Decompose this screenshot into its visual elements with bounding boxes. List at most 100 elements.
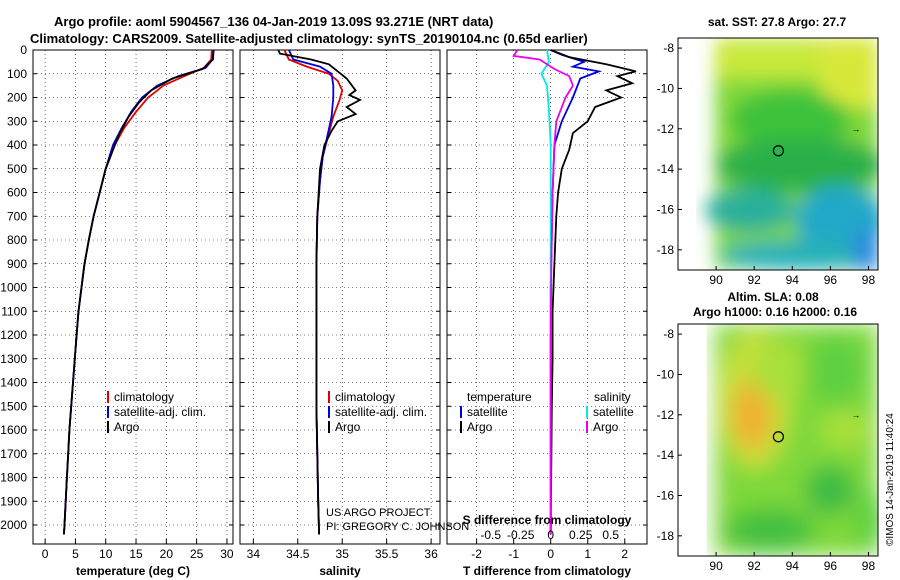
x-tick-label: 34 [247, 547, 261, 561]
depth-tick-label: 400 [7, 138, 27, 152]
arrow-marker: → [851, 124, 860, 134]
temperature-legend: climatology satellite-adj. clim. Argo [107, 390, 206, 434]
salinity-panel-frame [239, 49, 441, 545]
pi-credit: PI: GREGORY C. JOHNSON [326, 521, 469, 533]
series-line-climatology [63, 49, 213, 535]
depth-axis-labels: 0 100 200 300 400 500 600 700 800 900 1000 1100 1200… [0, 43, 27, 532]
legend-title-salinity: salinity [594, 390, 631, 404]
s-diff-tick-label: -0.25 [507, 528, 535, 542]
axis-ticks: 0 5 10 15 20 25 30 34 34.5 35 35.5 36 -2 -1 0 1 2 -0.5 -0.… [33, 49, 647, 561]
legend-label-t-argo: Argo [467, 420, 493, 434]
map-x-tick-label: 90 [709, 273, 723, 287]
depth-tick-label: 800 [7, 233, 27, 247]
depth-tick-label: 2000 [0, 518, 27, 532]
difference-series [512, 49, 637, 535]
legend-label-climatology: climatology [335, 390, 395, 404]
sla-map-ticks: 90 92 94 96 98 -8 -10 -12 -14 -16 -18 [657, 327, 876, 573]
depth-tick-label: 1800 [0, 471, 27, 485]
x-tick-label: 35.5 [375, 547, 399, 561]
float-marker [772, 431, 785, 443]
legend-label-t-satellite: satellite [467, 405, 508, 419]
map-y-tick-label: -18 [657, 243, 675, 257]
depth-tick-label: 1100 [1, 304, 27, 318]
x-tick-label: 25 [190, 547, 204, 561]
depth-tick-label: 1000 [0, 281, 27, 295]
s-diff-tick-label: 0 [547, 528, 554, 542]
series-line-climatology [283, 49, 344, 535]
depth-tick-label: 900 [7, 257, 27, 271]
depth-tick-label: 1600 [0, 423, 27, 437]
map-y-tick-label: -14 [657, 448, 675, 462]
sla-title-line-1: Altim. SLA: 0.08 [727, 290, 819, 304]
x-tick-label: 35 [336, 547, 350, 561]
sst-map-title: sat. SST: 27.8 Argo: 27.7 [708, 15, 847, 29]
sst-map-frame [677, 37, 879, 271]
map-x-tick-label: 98 [862, 273, 876, 287]
legend-label-s-satellite: satellite [593, 405, 634, 419]
imos-credit: ©IMOS 14-Jan-2019 11:40:24 [885, 413, 896, 546]
x-tick-label: 34.5 [286, 547, 310, 561]
depth-tick-label: 1300 [0, 352, 27, 366]
x-tick-label: 5 [72, 547, 79, 561]
header-line-2: Climatology: CARS2009. Satellite-adjuste… [30, 31, 588, 46]
depth-tick-label: 0 [20, 43, 27, 57]
s-diff-xlabel: S difference from climatology [463, 513, 632, 527]
temperature-series [63, 49, 215, 535]
depth-tick-label: 1400 [0, 376, 27, 390]
depth-tick-label: 700 [7, 209, 27, 223]
x-tick-label: 36 [424, 547, 438, 561]
difference-panel-frame [446, 49, 648, 545]
difference-gridlines [447, 49, 647, 544]
sst-map-ticks: 90 92 94 96 98 -8 -10 -12 -14 -16 -18 [657, 41, 876, 287]
map-x-tick-label: 94 [786, 559, 800, 573]
depth-tick-label: 600 [7, 186, 27, 200]
temperature-gridlines [33, 49, 233, 544]
project-credit: US ARGO PROJECT [326, 507, 431, 519]
map-x-tick-label: 96 [824, 559, 838, 573]
depth-tick-label: 100 [7, 67, 27, 81]
x-tick-label: 15 [129, 547, 143, 561]
float-marker [772, 145, 785, 157]
map-y-tick-label: -10 [657, 367, 675, 381]
series-line-t-satellite [549, 49, 603, 535]
depth-tick-label: 200 [7, 91, 27, 105]
x-tick-label: 2 [621, 547, 628, 561]
legend-label-climatology: climatology [114, 390, 174, 404]
series-line-argo [277, 49, 363, 535]
legend-label-argo: Argo [335, 420, 361, 434]
map-x-tick-label: 92 [748, 559, 762, 573]
t-diff-xlabel: T difference from climatology [463, 564, 631, 578]
sst-heatmap [678, 38, 878, 270]
map-y-tick-label: -16 [657, 488, 675, 502]
header-line-1: Argo profile: aoml 5904567_136 04-Jan-20… [54, 14, 493, 29]
series-line-satellite-adj-clim- [288, 49, 335, 535]
series-line-satellite-adj-clim- [63, 49, 215, 535]
map-x-tick-label: 98 [862, 559, 876, 573]
series-line-s-satellite [540, 49, 552, 535]
depth-tick-label: 1200 [0, 328, 27, 342]
map-y-tick-label: -12 [657, 122, 675, 136]
map-y-tick-label: -16 [657, 202, 675, 216]
x-tick-label: 30 [220, 547, 234, 561]
map-y-tick-label: -14 [657, 162, 675, 176]
x-tick-label: 0 [547, 547, 554, 561]
depth-tick-label: 300 [7, 114, 27, 128]
legend-label-argo: Argo [114, 420, 140, 434]
x-tick-label: -2 [471, 547, 482, 561]
map-x-tick-label: 94 [786, 273, 800, 287]
difference-legend: temperature satellite Argo salinity sate… [460, 390, 634, 434]
map-y-tick-label: -8 [663, 41, 674, 55]
x-tick-label: 0 [42, 547, 49, 561]
salinity-legend: climatology satellite-adj. clim. Argo [328, 390, 427, 434]
series-line-argo [63, 49, 215, 535]
s-diff-tick-label: 0.25 [569, 528, 593, 542]
depth-tick-label: 1700 [0, 447, 27, 461]
map-y-tick-label: -18 [657, 529, 675, 543]
series-line-t-argo [549, 49, 637, 535]
x-tick-label: 10 [99, 547, 113, 561]
sla-title-line-2: Argo h1000: 0.16 h2000: 0.16 [693, 305, 857, 319]
depth-tick-label: 500 [7, 162, 27, 176]
map-y-tick-label: -8 [663, 327, 674, 341]
sla-heatmap [678, 324, 878, 556]
